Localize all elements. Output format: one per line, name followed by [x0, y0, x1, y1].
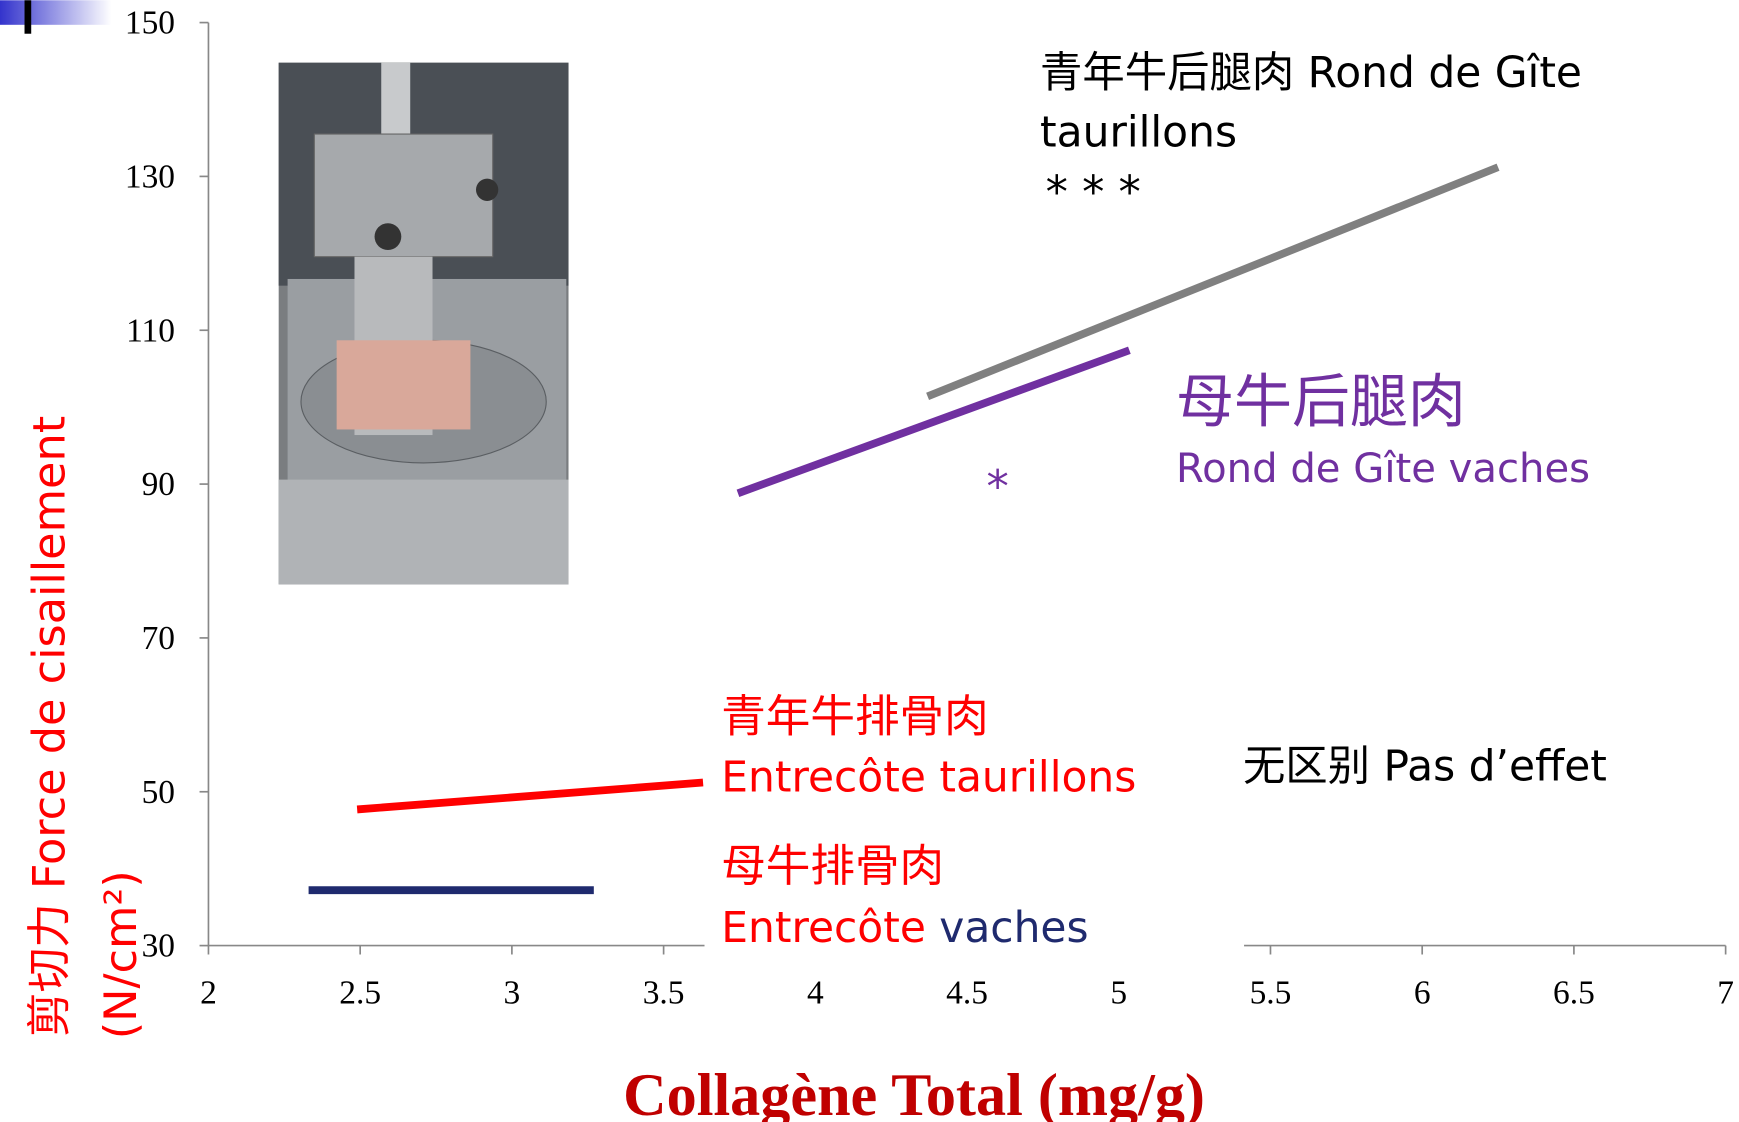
annotation: 无区别 Pas d’effet [1243, 742, 1607, 791]
annotation: Entrecôte taurillons [721, 753, 1136, 802]
decoration [24, 0, 32, 34]
annotation: taurillons [1040, 107, 1237, 156]
annotation: 青年牛后腿肉 Rond de Gîte [1040, 48, 1582, 97]
y-tick-label: 150 [125, 5, 175, 42]
annotation-text: 青年牛排骨肉 [721, 691, 988, 743]
y-tick-label: 110 [126, 312, 175, 349]
annotation-text: 无区别 Pas d’effet [1243, 742, 1607, 791]
x-tick-label: 6.5 [1553, 975, 1595, 1012]
x-tick-label: 7 [1717, 975, 1734, 1012]
x-tick-label: 5.5 [1250, 975, 1292, 1012]
series-line [356, 778, 704, 814]
annotation-text: 青年牛后腿肉 Rond de Gîte [1040, 48, 1582, 97]
y-tick-label: 90 [142, 466, 175, 503]
annotation: * * * [1046, 167, 1141, 219]
annotation-text: * * * [1046, 167, 1141, 219]
x-tick-label: 3 [504, 975, 521, 1012]
annotation-text: Entrecôte [721, 903, 926, 952]
y-axis-label: (N/cm²) [95, 870, 147, 1039]
annotation-text: 母牛后腿肉 [1176, 368, 1466, 436]
x-tick-label: 5 [1110, 975, 1127, 1012]
annotation-text: taurillons [1040, 107, 1237, 156]
annotation-text: Entrecôte taurillons [721, 753, 1136, 802]
x-tick-label: 2.5 [339, 975, 381, 1012]
photo [278, 62, 569, 585]
annotation-text: 母牛排骨肉 [721, 840, 944, 892]
x-tick-label: 3.5 [643, 975, 685, 1012]
annotation-text: Rond de Gîte vaches [1176, 446, 1590, 492]
y-tick-label: 30 [142, 928, 175, 965]
x-tick-label: 4 [807, 975, 824, 1012]
x-tick-label: 2 [200, 975, 217, 1012]
annotation: Rond de Gîte vaches [1176, 446, 1590, 492]
x-tick-label: 6 [1414, 975, 1431, 1012]
annotation-background [704, 669, 1245, 957]
series-line [926, 163, 1500, 401]
annotation-text: * [987, 461, 1009, 513]
chart-title: Collagène Total (mg/g) [623, 1062, 1205, 1122]
annotation: 母牛排骨肉 [721, 840, 944, 892]
y-axis-label: 剪切力 Force de cisaillement [24, 416, 76, 1037]
annotation: 母牛后腿肉 [1176, 368, 1466, 436]
annotation-text: vaches [939, 903, 1088, 952]
annotation: Entrecôte vaches [721, 903, 1088, 952]
decoration [0, 0, 112, 25]
x-tick-label: 4.5 [946, 975, 988, 1012]
annotation: 青年牛排骨肉 [721, 691, 988, 743]
series-line [736, 346, 1131, 497]
annotation: * [987, 461, 1009, 513]
y-tick-label: 130 [125, 159, 175, 196]
y-tick-label: 70 [142, 620, 175, 657]
y-tick-label: 50 [142, 774, 175, 811]
